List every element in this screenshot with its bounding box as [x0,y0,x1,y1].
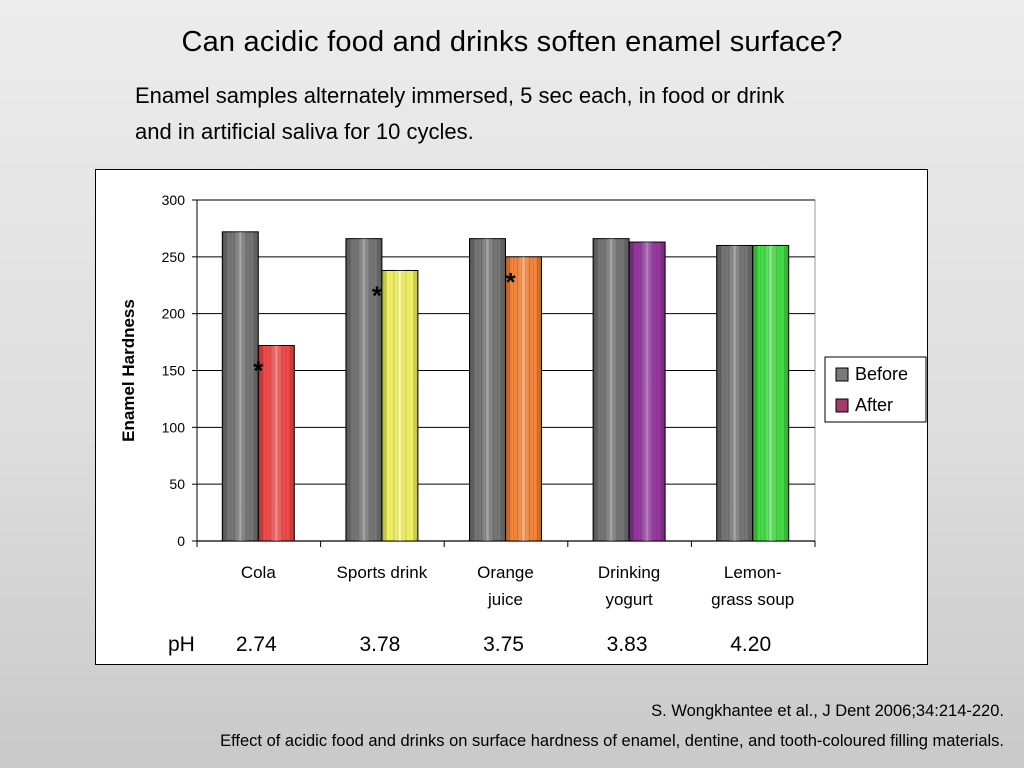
ph-value: 3.78 [359,633,400,656]
y-tick-label: 200 [162,306,186,322]
significance-marker: * [372,280,383,310]
x-category-label: Lemon- [724,563,782,582]
x-category-label: Cola [241,563,277,582]
after-bar [257,344,295,542]
ph-value: 3.75 [483,633,524,656]
x-category-label: juice [487,590,523,609]
chart-panel: 0 50 100 150 200 250 300 Enamel Hardness * Cola 2.… [95,169,928,665]
y-tick-label: 50 [169,476,185,492]
before-bar [716,244,754,542]
ph-value: 3.83 [607,633,648,656]
reference-citation: S. Wongkhantee et al., J Dent 2006;34:21… [651,702,1004,720]
y-tick-label: 100 [162,419,186,435]
legend: Before After [824,356,927,423]
y-axis-label: Enamel Hardness [119,299,138,442]
legend-label-before: Before [855,364,908,384]
x-category-label: Orange [477,563,534,582]
legend-label-after: After [855,395,893,415]
significance-marker: * [505,267,516,297]
slide-title: Can acidic food and drinks soften enamel… [181,26,843,58]
before-bar [469,238,506,542]
figure-caption: Effect of acidic food and drinks on surf… [220,732,1004,750]
subtitle-line-2: and in artificial saliva for 10 cycles. [135,119,474,144]
before-bar [592,238,630,542]
after-bar [505,256,542,542]
x-category-label: grass soup [711,590,794,609]
after-bar [752,244,790,542]
y-tick-label: 250 [162,249,186,265]
before-bar [221,231,259,542]
subtitle-line-1: Enamel samples alternately immersed, 5 s… [135,83,785,108]
enamel-hardness-chart: 0 50 100 150 200 250 300 Enamel Hardness * Cola 2.… [119,192,927,656]
significance-marker: * [253,355,264,385]
x-category-label: Sports drink [337,563,428,582]
after-bar [628,241,666,542]
ph-value: 2.74 [236,633,277,656]
slide-subtitle: Enamel samples alternately immersed, 5 s… [135,78,935,150]
y-tick-label: 300 [162,192,186,208]
legend-swatch-before [835,367,849,382]
x-category-label: Drinking [598,563,660,582]
ph-value: 4.20 [730,633,771,656]
ph-label: pH [168,633,195,656]
x-category-label: yogurt [605,590,653,609]
y-tick-label: 0 [177,533,185,549]
y-tick-label: 150 [162,363,186,379]
after-bar [381,269,419,542]
legend-swatch-after [835,398,849,413]
